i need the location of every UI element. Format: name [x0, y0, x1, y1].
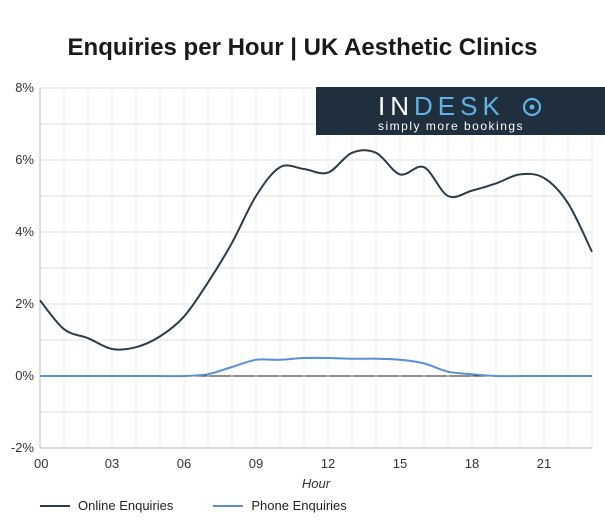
y-tick-label: 8%: [15, 80, 34, 95]
gridlines: [39, 87, 593, 449]
legend-label-phone: Phone Enquiries: [251, 498, 347, 513]
legend-item-online: Online Enquiries: [40, 498, 173, 513]
tick-labels: -2% 0% 2% 4% 6% 8% 00 03 06 09 12 15 18 21 Hour: [11, 80, 551, 491]
logo-wordmark: INDESK: [378, 91, 505, 122]
series-lines: [39, 149, 593, 378]
x-tick-label: 00: [34, 456, 48, 471]
legend-label-online: Online Enquiries: [78, 498, 174, 513]
series-line-phone: [40, 356, 592, 378]
legend-item-phone: Phone Enquiries: [213, 498, 347, 513]
x-tick-label: 18: [465, 456, 479, 471]
x-tick-label: 12: [321, 456, 335, 471]
x-tick-label: 21: [537, 456, 551, 471]
indesk-logo: INDESK simply more bookings: [316, 87, 605, 135]
legend-swatch-phone: [213, 504, 244, 507]
chart-title: Enquiries per Hour | UK Aesthetic Clinic…: [67, 34, 538, 61]
x-tick-label: 06: [177, 456, 191, 471]
y-tick-label: 0%: [15, 368, 34, 383]
chart-legend: Online Enquiries Phone Enquiries: [40, 498, 387, 513]
x-tick-label: 09: [249, 456, 263, 471]
x-tick-label: 15: [393, 456, 407, 471]
x-tick-label: 03: [105, 456, 119, 471]
y-tick-label: 2%: [15, 296, 34, 311]
legend-swatch-online: [40, 504, 70, 507]
x-axis-label: Hour: [302, 476, 331, 491]
logo-target-icon: [522, 97, 542, 117]
series-line-online: [39, 149, 593, 351]
y-tick-label: 4%: [15, 224, 34, 239]
axes: [39, 88, 592, 449]
logo-name-accent: DESK: [414, 91, 505, 121]
logo-tagline: simply more bookings: [378, 119, 525, 133]
y-tick-label: 6%: [15, 152, 34, 167]
y-tick-label: -2%: [11, 440, 35, 455]
logo-name-main: IN: [378, 91, 414, 121]
